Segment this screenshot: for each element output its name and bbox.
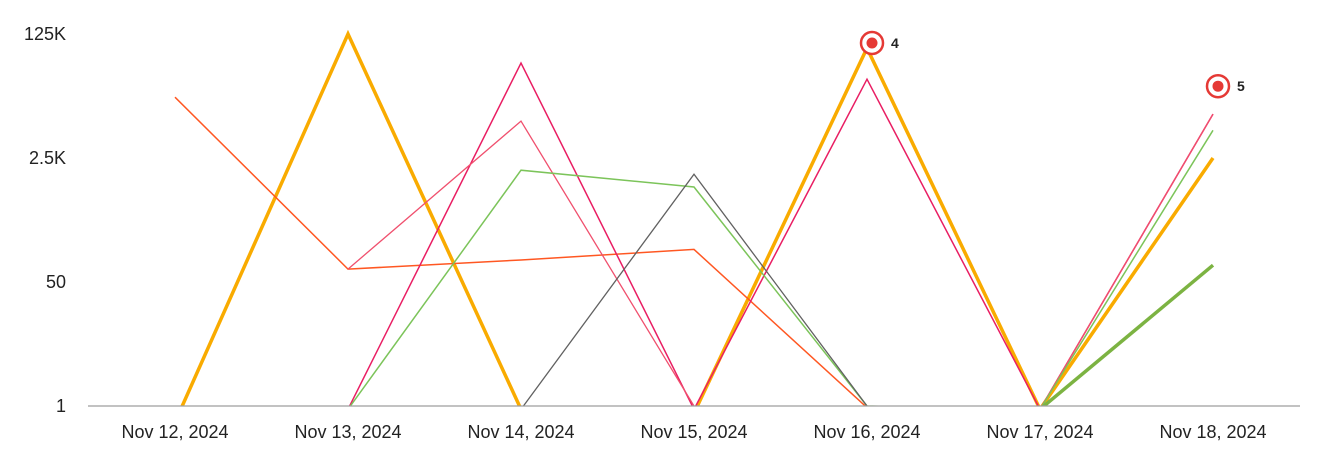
series-line-6	[1041, 263, 1215, 406]
target-center-dot	[866, 37, 878, 49]
y-tick-label: 125K	[24, 24, 66, 44]
annotation-marker[interactable]: 5	[1205, 73, 1245, 99]
x-tick-label: Nov 15, 2024	[640, 422, 747, 442]
target-center-dot	[1212, 80, 1224, 92]
series-line-5	[522, 173, 868, 406]
annotations: 45	[859, 30, 1245, 99]
series-line-2	[348, 61, 1214, 406]
annotation-marker[interactable]: 4	[859, 30, 899, 56]
y-axis-ticks: 1 50 2.5K 125K	[24, 24, 66, 416]
series-lines	[174, 29, 1215, 406]
series-line-4	[349, 129, 1214, 406]
series-line-3	[1041, 113, 1214, 406]
x-axis-ticks: Nov 12, 2024 Nov 13, 2024 Nov 14, 2024 Nov …	[121, 422, 1266, 442]
annotation-label: 4	[891, 35, 899, 51]
x-tick-label: Nov 12, 2024	[121, 422, 228, 442]
y-tick-label: 50	[46, 272, 66, 292]
series-line-0	[180, 29, 1215, 406]
y-tick-label: 2.5K	[29, 148, 66, 168]
x-tick-label: Nov 17, 2024	[986, 422, 1093, 442]
annotation-label: 5	[1237, 78, 1245, 94]
x-tick-label: Nov 18, 2024	[1159, 422, 1266, 442]
x-tick-label: Nov 13, 2024	[294, 422, 401, 442]
x-tick-label: Nov 14, 2024	[467, 422, 574, 442]
series-line-1	[174, 96, 867, 406]
series-line-3	[347, 120, 695, 406]
x-tick-label: Nov 16, 2024	[813, 422, 920, 442]
y-tick-label: 1	[56, 396, 66, 416]
